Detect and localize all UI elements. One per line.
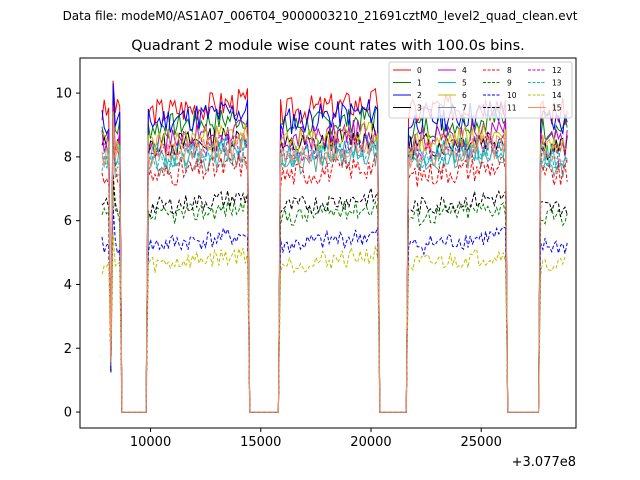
y-tick-label: 0 — [64, 406, 72, 421]
plot-frame — [79, 57, 577, 429]
series-line-11 — [101, 174, 568, 413]
legend-label-2: 2 — [417, 91, 422, 100]
series-line-3 — [101, 115, 568, 413]
series-line-12 — [101, 116, 568, 413]
y-axis: 0 2 4 6 8 10 — [55, 87, 80, 421]
legend-label-0: 0 — [417, 66, 422, 75]
series-line-15 — [101, 115, 568, 413]
legend-label-11: 11 — [507, 104, 517, 113]
legend-label-13: 13 — [552, 79, 562, 88]
y-tick-label: 10 — [55, 87, 72, 102]
x-tick-label: 10000 — [130, 435, 171, 450]
legend-label-9: 9 — [507, 79, 512, 88]
x-offset-label: +3.077e8 — [512, 455, 576, 470]
x-axis: 10000 15000 20000 25000 — [130, 428, 502, 450]
legend-label-10: 10 — [507, 91, 517, 100]
series-line-8 — [101, 136, 568, 413]
legend-label-1: 1 — [417, 79, 422, 88]
series-line-14 — [101, 234, 568, 413]
y-tick-label: 4 — [64, 278, 72, 293]
legend-box — [388, 61, 573, 119]
x-tick-label: 15000 — [240, 435, 281, 450]
series-line-6 — [101, 111, 568, 413]
legend-label-5: 5 — [462, 79, 467, 88]
y-tick-label: 6 — [64, 214, 72, 229]
legend-label-12: 12 — [552, 66, 562, 75]
figure-suptitle: Data file: modeM0/AS1A07_006T04_90000032… — [63, 9, 578, 23]
x-tick-label: 25000 — [461, 435, 502, 450]
series-line-9 — [101, 180, 568, 413]
legend-label-4: 4 — [462, 66, 467, 75]
legend-label-6: 6 — [462, 91, 467, 100]
series-line-5 — [101, 127, 568, 413]
y-tick-label: 8 — [64, 150, 72, 165]
legend-label-7: 7 — [462, 104, 467, 113]
chart-title: Quadrant 2 module wise count rates with … — [131, 38, 525, 54]
series-lines — [101, 80, 568, 413]
legend-label-3: 3 — [417, 104, 422, 113]
y-tick-label: 2 — [64, 342, 72, 357]
series-line-10 — [101, 206, 568, 413]
x-tick-label: 20000 — [350, 435, 391, 450]
legend-label-14: 14 — [552, 91, 562, 100]
legend-label-15: 15 — [552, 104, 562, 113]
series-line-13 — [101, 125, 568, 413]
legend-label-8: 8 — [507, 66, 512, 75]
